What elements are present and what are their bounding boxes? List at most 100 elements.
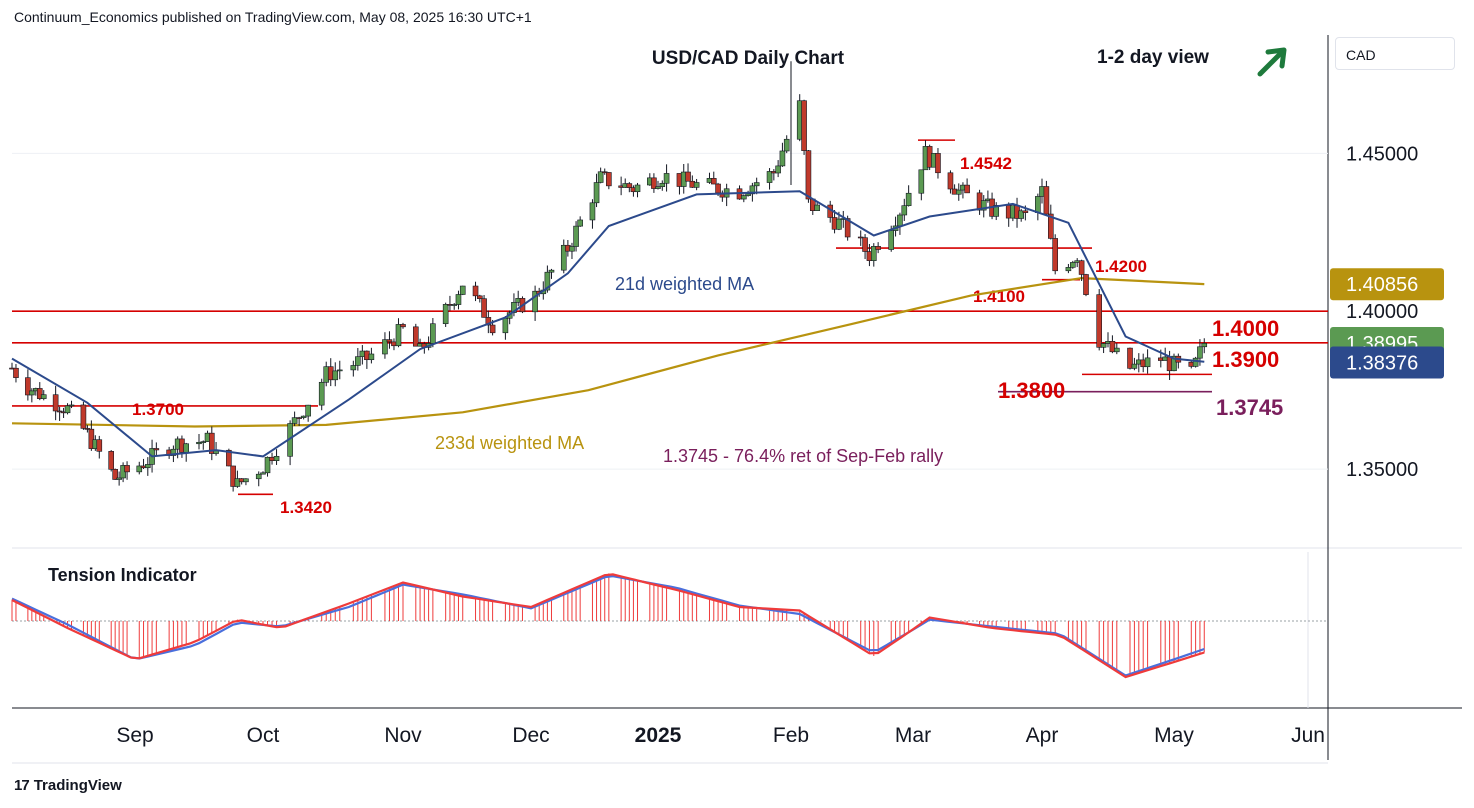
candle-body — [332, 370, 339, 381]
candle-body — [52, 394, 59, 412]
candle-body — [382, 339, 388, 355]
arrow-shaft — [1257, 49, 1285, 77]
candle-body — [481, 298, 487, 318]
candle-body — [124, 465, 130, 473]
candle — [88, 420, 95, 451]
candle-body — [485, 317, 492, 326]
candle — [291, 411, 298, 427]
candle — [1127, 347, 1133, 370]
candle-body — [775, 165, 781, 174]
candle-body — [96, 439, 103, 452]
candle-body — [108, 451, 114, 470]
candle-body — [489, 324, 496, 334]
candle-body — [905, 192, 912, 206]
level-label-1.3900: 1.3900 — [1212, 347, 1279, 372]
level-label-1.4542: 1.4542 — [960, 154, 1012, 173]
y-tick-label: 1.35000 — [1346, 459, 1418, 481]
candle-body — [659, 182, 666, 187]
candle-body — [710, 178, 717, 185]
candle — [350, 360, 357, 377]
candle-body — [573, 225, 579, 247]
candle-body — [116, 477, 122, 480]
candle — [1131, 357, 1138, 371]
candle-body — [1127, 347, 1133, 369]
candle — [532, 285, 538, 321]
candle-body — [476, 295, 483, 299]
currency-label: CAD — [1346, 47, 1376, 63]
candle-body — [291, 417, 298, 424]
candle-body — [862, 237, 868, 252]
candle-body — [875, 246, 881, 250]
candle — [25, 369, 31, 401]
candle — [1043, 180, 1050, 215]
candle-body — [947, 172, 954, 190]
candle — [801, 99, 807, 155]
candle — [1018, 208, 1024, 222]
price-tag-label: 1.40856 — [1346, 274, 1418, 296]
arrow-up-right-icon — [1257, 47, 1287, 77]
candle-body — [766, 171, 773, 183]
candle — [1052, 234, 1058, 275]
candle-body — [68, 404, 75, 407]
candle-body — [888, 230, 895, 250]
candle — [400, 322, 406, 329]
tradingview-brand[interactable]: 17 TradingView — [14, 777, 122, 794]
candle-body — [234, 478, 241, 487]
candle-body — [569, 246, 575, 252]
candle — [209, 426, 215, 461]
candle-body — [153, 448, 160, 451]
candle-body — [459, 285, 466, 295]
candle-body — [400, 324, 406, 328]
candle-body — [548, 269, 555, 273]
candle — [355, 347, 361, 371]
candle — [597, 167, 604, 184]
level-label-1.4000: 1.4000 — [1212, 316, 1279, 341]
candle-body — [715, 183, 721, 194]
candle — [573, 221, 579, 252]
currency-selector[interactable]: CAD — [1335, 37, 1455, 70]
candle — [875, 242, 881, 254]
candle-body — [200, 441, 207, 443]
candle-body — [145, 464, 151, 469]
candle-body — [386, 339, 393, 343]
candle — [1144, 349, 1151, 374]
candle — [234, 470, 241, 488]
candle-body — [1083, 274, 1089, 295]
candle — [200, 440, 207, 450]
candle-body — [935, 153, 941, 174]
candle — [651, 173, 657, 193]
candle — [108, 450, 114, 472]
candle — [52, 385, 59, 421]
candle — [814, 202, 820, 211]
x-tick-label: Dec — [512, 724, 549, 747]
candle-body — [1114, 347, 1120, 353]
candle — [305, 404, 311, 422]
candle — [626, 182, 633, 193]
candle — [455, 290, 462, 310]
candle — [741, 194, 747, 203]
candle — [116, 471, 122, 486]
candle-body — [318, 381, 325, 406]
price-tag — [1330, 346, 1444, 379]
level-label-1.4200: 1.4200 — [1095, 257, 1147, 276]
candle-body — [897, 214, 903, 227]
candle — [693, 178, 700, 191]
candle — [153, 442, 160, 456]
candle-body — [226, 449, 232, 467]
candle-body — [13, 367, 19, 378]
candle — [395, 318, 402, 348]
publisher-caption: Continuum_Economics published on Trading… — [14, 9, 532, 25]
candle-body — [651, 177, 657, 189]
candle — [1083, 273, 1089, 297]
candle — [1201, 338, 1208, 354]
candle — [273, 449, 280, 465]
candle — [112, 468, 118, 480]
candle — [569, 242, 575, 260]
candle-body — [1096, 294, 1102, 348]
candle-body — [300, 415, 307, 418]
tension-fast-line — [11, 573, 1205, 679]
y-tick-label: 1.40000 — [1346, 301, 1418, 323]
candle-body — [693, 182, 700, 188]
candle — [1096, 289, 1102, 351]
